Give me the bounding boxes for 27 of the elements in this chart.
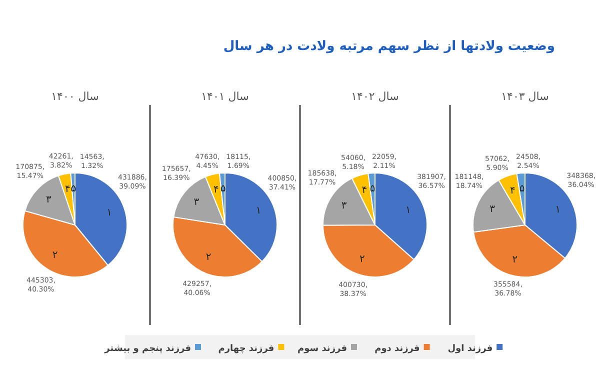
text: ۵ [519,183,525,194]
chart-title: وضعیت ولادتها از نظر سهم مرتبه ولادت در هر سال [223,39,555,54]
text: ۴ [362,184,368,196]
legend-label: فرزند اول [448,344,493,354]
text: ۴ [213,184,219,196]
legend-label: فرزند سوم [298,344,348,354]
text: ۲ [512,254,518,266]
legend-label: فرزند پنجم و بیشتر [104,344,192,354]
text: ۱ [256,206,262,217]
text: ۳ [490,204,496,215]
text: ۱ [406,204,411,216]
legend-label: فرزند چهارم [218,344,274,354]
text: ۱ [106,208,112,218]
text: ۱ [555,204,561,216]
text: ۳ [46,194,52,206]
text: ۳ [194,197,200,208]
text: ۲ [359,254,365,265]
text: ۲ [52,250,58,262]
chart-subtitle: سال ۱۴۰۳ [501,90,549,103]
chart-subtitle: سال ۱۴۰۰ [51,90,99,103]
text: ۴ [510,185,516,196]
chart-subtitle: سال ۱۴۰۲ [351,90,399,103]
chart-subtitle: سال ۱۴۰۱ [201,90,249,103]
text: ۳ [341,200,348,212]
text: ۴ [64,184,70,196]
legend-label: فرزند دوم [374,344,420,354]
text: ۲ [206,252,212,264]
